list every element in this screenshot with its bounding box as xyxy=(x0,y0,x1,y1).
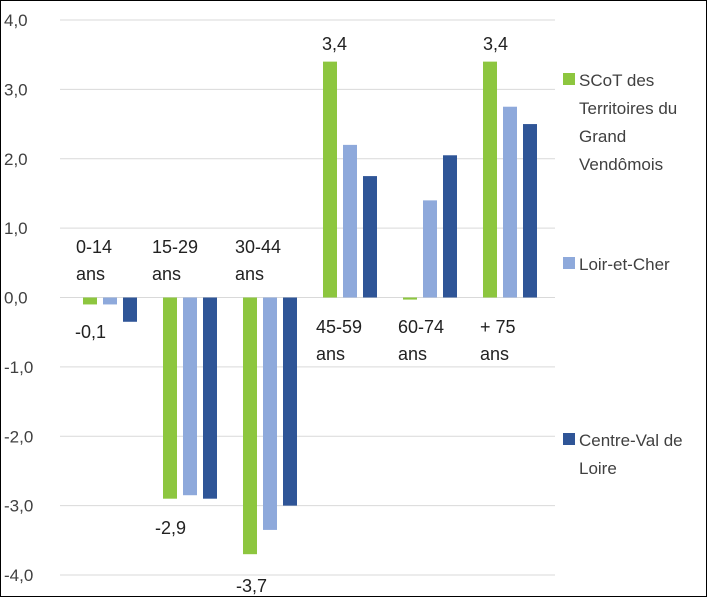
legend-swatch xyxy=(563,433,575,445)
category-label: + 75 ans xyxy=(480,317,516,364)
bar xyxy=(423,200,437,298)
bar xyxy=(243,297,257,555)
y-tick-label: 2,0 xyxy=(4,150,28,169)
data-label: -2,9 xyxy=(155,518,186,538)
legend-label: Loir-et-Cher xyxy=(579,255,670,274)
bar xyxy=(503,106,517,298)
y-tick-label: -2,0 xyxy=(4,427,33,446)
bar xyxy=(363,176,377,298)
y-tick-label: -4,0 xyxy=(4,566,33,585)
bar xyxy=(403,297,417,300)
data-label: 3,4 xyxy=(483,34,508,54)
y-tick-label: 1,0 xyxy=(4,219,28,238)
bar xyxy=(163,297,177,499)
bar xyxy=(523,124,537,298)
bar xyxy=(283,297,297,506)
category-label: 60-74 ans xyxy=(398,317,444,364)
bar xyxy=(263,297,277,530)
y-tick-label: 0,0 xyxy=(4,289,28,308)
data-label: -3,7 xyxy=(236,576,267,596)
y-tick-label: 3,0 xyxy=(4,80,28,99)
legend-swatch xyxy=(563,73,575,85)
bar xyxy=(343,144,357,298)
y-tick-label: 4,0 xyxy=(4,11,28,30)
bar xyxy=(483,61,497,298)
category-label: 15-29 ans xyxy=(152,237,198,284)
bar xyxy=(103,297,117,305)
category-label: 30-44 ans xyxy=(235,237,281,284)
data-label: 3,4 xyxy=(322,34,347,54)
legend-label: Centre-Val de Loire xyxy=(579,431,683,478)
data-label: -0,1 xyxy=(75,322,106,342)
bar xyxy=(203,297,217,499)
bar xyxy=(323,61,337,298)
legend-label: SCoT des Territoires du Grand Vendômois xyxy=(579,71,677,174)
bar xyxy=(83,297,97,305)
y-tick-label: -1,0 xyxy=(4,358,33,377)
bar xyxy=(123,297,137,322)
y-tick-label: -3,0 xyxy=(4,497,33,516)
legend-swatch xyxy=(563,257,575,269)
category-label: 0-14 ans xyxy=(76,237,112,284)
bar xyxy=(183,297,197,496)
category-label: 45-59 ans xyxy=(316,317,362,364)
bar xyxy=(443,155,457,298)
